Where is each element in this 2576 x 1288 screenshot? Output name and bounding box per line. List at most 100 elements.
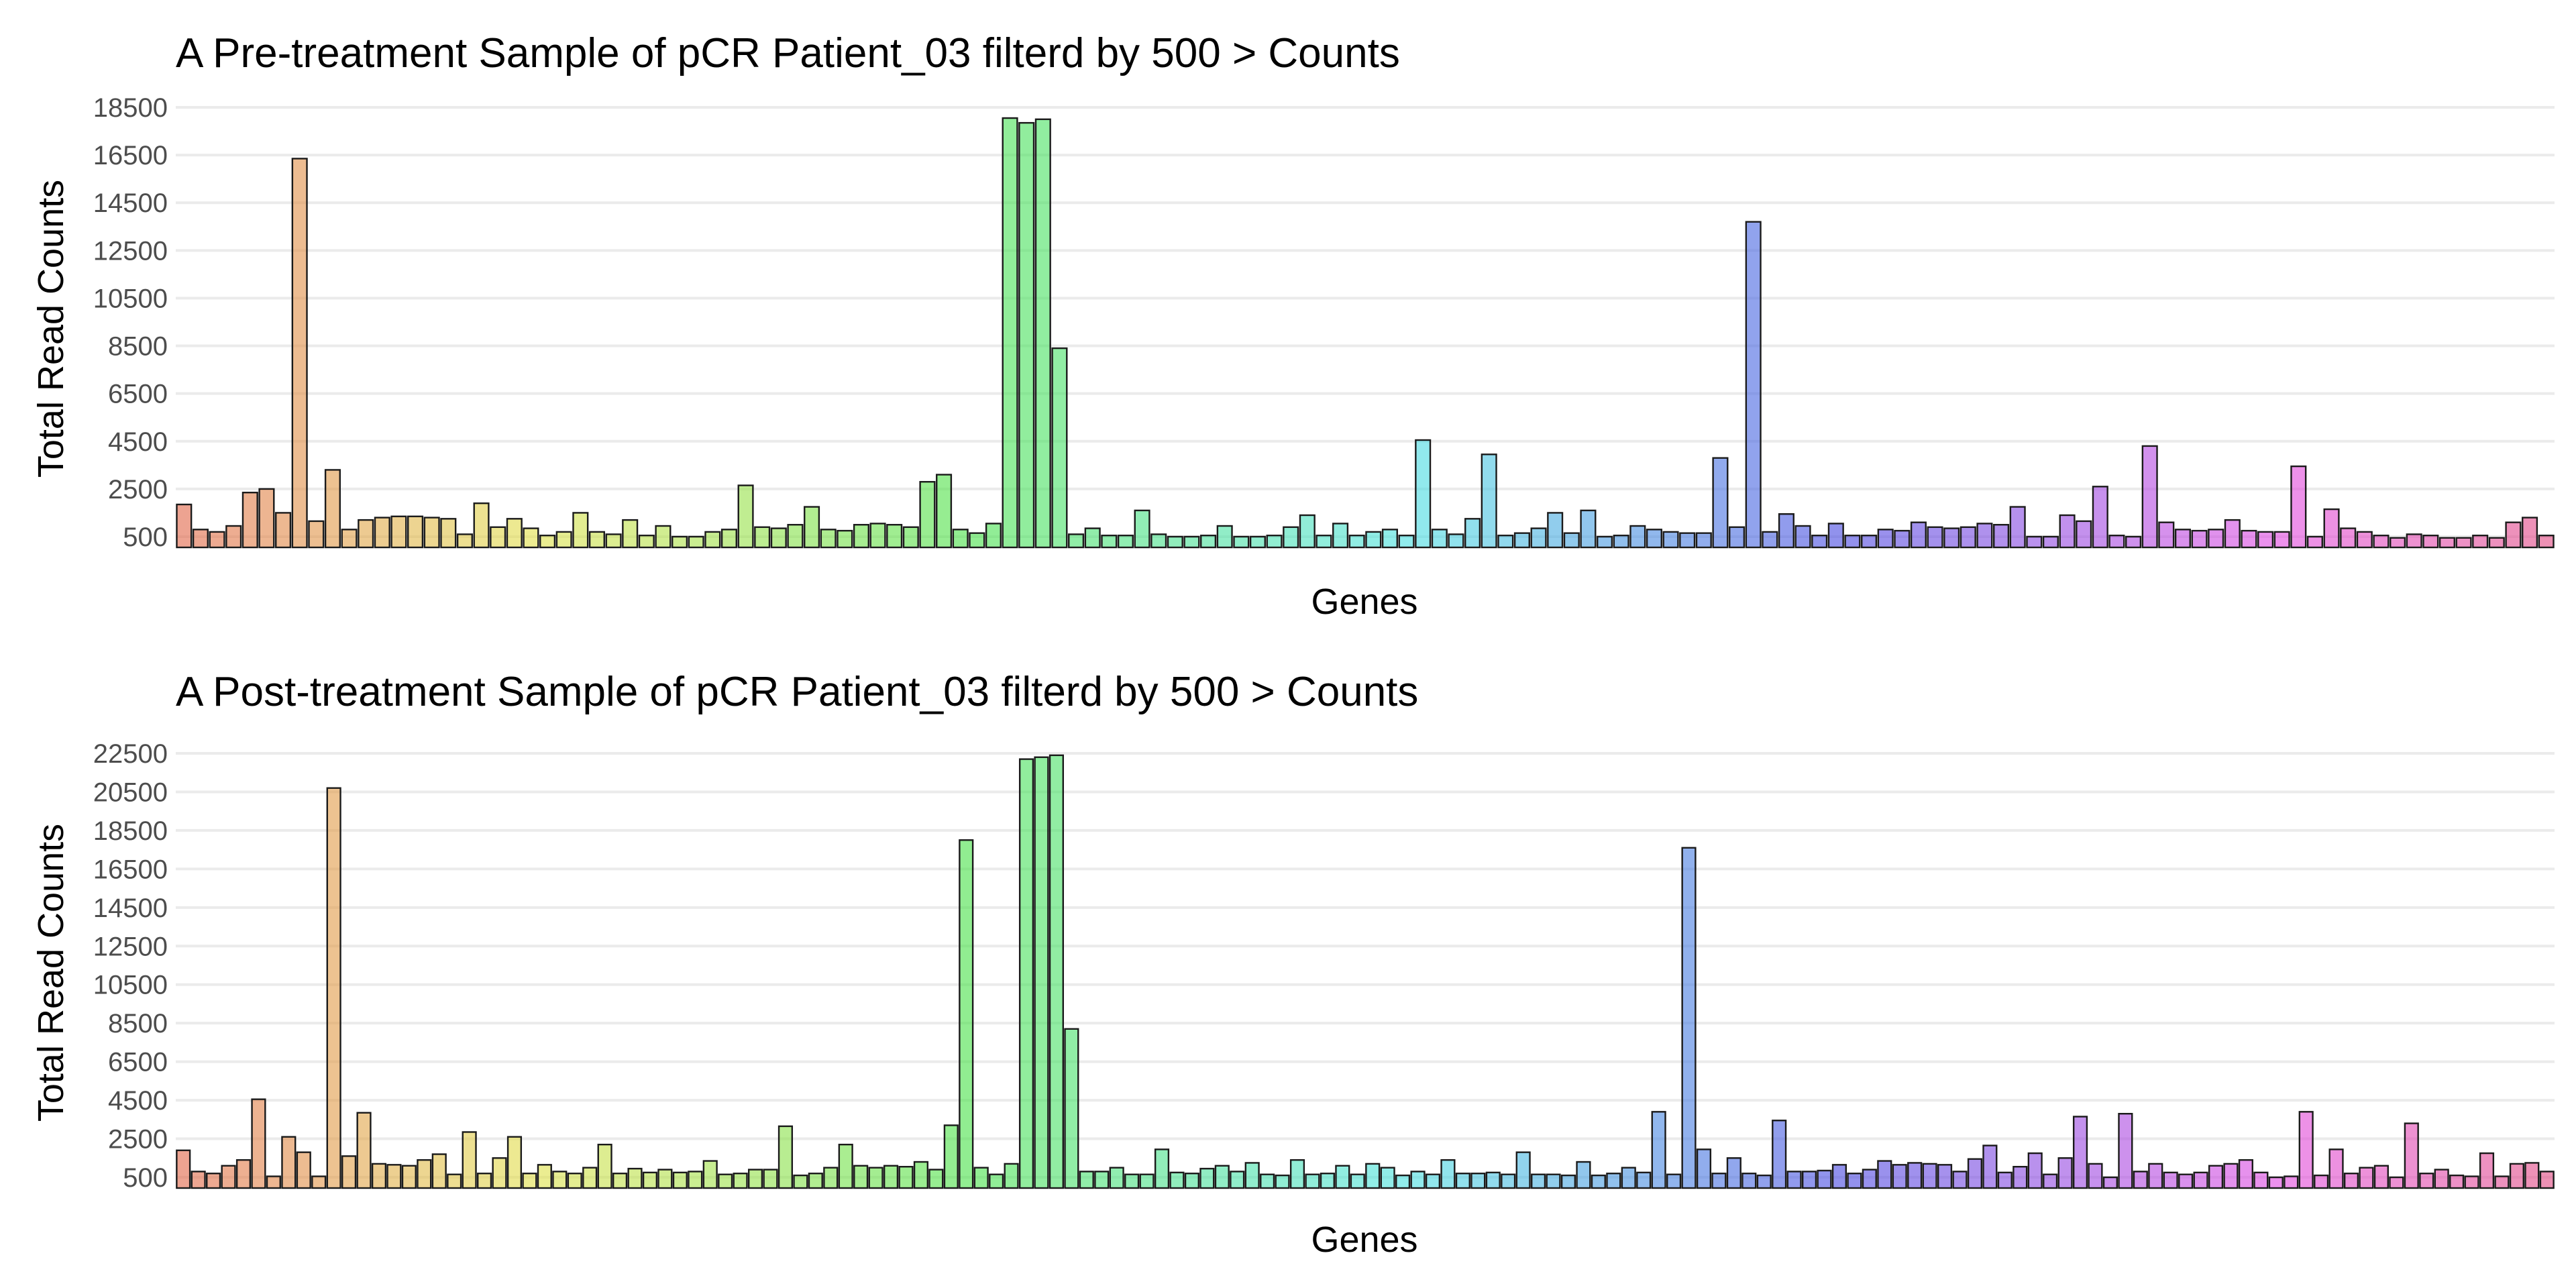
bar [1018,121,1035,549]
bar [1249,535,1266,549]
bar [733,1173,748,1189]
bar [1332,523,1349,549]
bar [2208,529,2224,549]
bar [2026,535,2043,549]
y-tick-label: 14500 [93,894,168,923]
bar [1425,1173,1441,1189]
bar [2148,1163,2163,1189]
bar [1892,1164,1907,1189]
bar [1597,535,1613,549]
bar [2340,527,2357,549]
bars [176,117,2555,549]
bar [1244,1162,1260,1189]
bar [823,1167,839,1189]
bar [1415,439,1432,549]
bar [886,524,903,549]
bar [2009,506,2026,549]
y-tick-label: 8500 [108,1009,168,1038]
bar [704,531,721,549]
bar [1513,532,1530,549]
bar [1117,535,1134,549]
bar [417,1159,432,1189]
bar [523,527,539,549]
bar [2314,1174,2329,1189]
bar [1711,1173,1727,1189]
bar [1335,1165,1350,1189]
bar [1606,1173,1621,1189]
bar [1101,535,1118,549]
bar [605,533,622,549]
bar [1756,1174,1772,1189]
bar [251,1098,266,1189]
bar [2223,1163,2239,1189]
bar [1695,532,1712,549]
bar [2273,531,2290,549]
bar [2538,535,2555,549]
bar [2494,1175,2510,1189]
bar [868,1167,883,1189]
bar [902,526,919,549]
bar [1051,347,1068,549]
y-tick-labels: 500 2500 4500 6500 8500 10500 12500 14500 16500 1… [93,93,168,552]
bar [688,1171,703,1189]
bar [2059,514,2076,549]
bar [1967,1158,1983,1189]
bar [371,1163,387,1189]
bar [1993,524,2010,549]
bar [672,535,688,549]
bar [401,1165,417,1189]
bar [431,1153,447,1189]
bar [440,518,457,549]
y-tick-label: 12500 [93,932,168,961]
y-tick-label: 500 [123,523,168,552]
bar [258,488,275,549]
x-axis-title: Genes [1311,582,1417,622]
y-tick-label: 2500 [108,475,168,504]
bar [1260,1173,1275,1189]
bar [1139,1173,1155,1189]
bar [1679,532,1696,549]
bar [672,1171,688,1189]
bar [1440,1159,1456,1189]
bar [2390,537,2406,549]
bar [490,526,506,549]
bar [2472,535,2489,549]
bar [985,523,1002,549]
y-tick-label: 18500 [93,93,168,123]
bar [1910,521,1927,549]
bar [2141,445,2158,549]
bar [1068,533,1085,549]
bar [1034,756,1049,1189]
bar [1431,529,1448,549]
bar [2076,520,2092,549]
bar [597,1143,612,1189]
bar [1794,525,1811,549]
bar [1448,533,1464,549]
bar [2092,486,2108,549]
y-tick-label: 18500 [93,816,168,846]
bar [2102,1176,2118,1189]
bar [642,1171,658,1189]
bar [1365,1163,1381,1189]
bar [1200,535,1217,549]
bar [1299,514,1316,549]
bar [1982,1144,1998,1189]
y-tick-label: 2500 [108,1125,168,1155]
bar [1681,847,1697,1189]
bar [1398,535,1415,549]
bar [1976,523,1993,549]
bar [969,532,985,549]
bar [1801,1171,1817,1189]
bar [2268,1176,2284,1189]
bar [2373,535,2390,549]
bar [1844,535,1861,549]
bar [2488,537,2505,549]
bar [793,1174,808,1189]
bar [2509,1163,2524,1189]
y-tick-label: 10500 [93,971,168,1000]
bar [1216,525,1233,549]
bar [1283,526,1299,549]
bar [1289,1159,1305,1189]
bar [209,531,225,549]
bar [1150,533,1167,549]
